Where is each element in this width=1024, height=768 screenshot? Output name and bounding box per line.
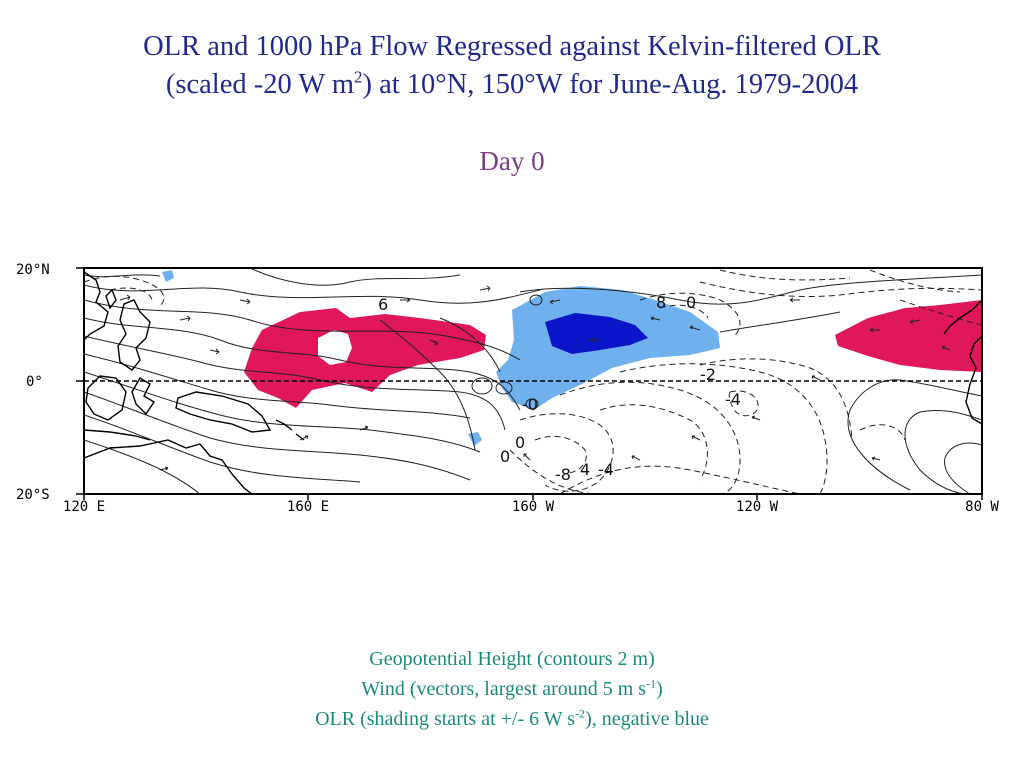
- coast-java: [84, 429, 151, 441]
- caption-line-3-sup: -2: [575, 706, 586, 721]
- coast-borneo: [85, 375, 127, 421]
- coast-central-america: [943, 299, 982, 335]
- caption-line-3: OLR (shading starts at +/- 6 W s-2), neg…: [0, 704, 1024, 734]
- contour-label-neg4: -4: [725, 390, 741, 409]
- coast-australia: [84, 439, 253, 494]
- contour-label-0-a: 0: [686, 293, 696, 312]
- lon-label-160e: 160 E: [287, 499, 329, 515]
- title-line-2-suffix: ) at 10°N, 150°W for June-Aug. 1979-2004: [362, 69, 859, 100]
- lon-label-80w: 80 W: [965, 499, 999, 515]
- coast-south-america: [965, 335, 982, 425]
- negative-olr-shading-dark: [545, 313, 648, 354]
- contour-label-0-b: 0: [500, 447, 510, 466]
- coast-sulawesi: [131, 377, 155, 416]
- coast-new-guinea: [175, 391, 272, 433]
- caption-line-2-sup: -1: [646, 676, 657, 691]
- contour-label-8: 8: [656, 293, 666, 312]
- title-line-2: (scaled -20 W m2) at 10°N, 150°W for Jun…: [0, 66, 1024, 104]
- wind-vectors: [119, 285, 951, 471]
- lat-label-eq: 0°: [26, 374, 43, 390]
- contour-label-6: 6: [378, 295, 388, 314]
- positive-height-contours: [84, 268, 982, 494]
- coast-taiwan: [105, 288, 117, 310]
- caption-line-2: Wind (vectors, largest around 5 m s-1): [0, 674, 1024, 704]
- title-line-1: OLR and 1000 hPa Flow Regressed against …: [143, 31, 881, 62]
- negative-olr-shading-small-north: [162, 270, 174, 282]
- caption-line-2-prefix: Wind (vectors, largest around 5 m s: [361, 678, 647, 700]
- caption-line-3-prefix: OLR (shading starts at +/- 6 W s: [315, 708, 576, 730]
- axis-ticks: [76, 267, 983, 500]
- contour-label-neg4-b: -4: [598, 460, 614, 479]
- coast-asia: [84, 271, 109, 341]
- coast-philippines: [117, 299, 151, 371]
- figure-caption: Geopotential Height (contours 2 m) Wind …: [0, 644, 1024, 734]
- contour-label-4: 4: [580, 460, 590, 479]
- positive-olr-shading-east: [835, 300, 982, 372]
- slide-title: OLR and 1000 hPa Flow Regressed against …: [0, 28, 1024, 104]
- caption-line-2-suffix: ): [656, 678, 663, 700]
- negative-height-contours: [84, 269, 982, 494]
- lon-label-120w: 120 W: [736, 499, 779, 515]
- caption-line-1: Geopotential Height (contours 2 m): [369, 648, 655, 670]
- negative-olr-shading-small-south: [468, 432, 482, 446]
- lon-label-160w: 160 W: [512, 499, 555, 515]
- contour-label-neg8: -8: [555, 465, 571, 484]
- day-label: Day 0: [479, 146, 545, 176]
- contour-label-neg0: -0: [522, 395, 538, 414]
- lon-label-120e: 120 E: [63, 499, 105, 515]
- title-line-2-prefix: (scaled -20 W m: [165, 69, 354, 100]
- regression-map: 6 8 0 -2 -4 -0 0 0 -8 4 -4 20°N 0° 20°S …: [0, 240, 1024, 530]
- title-line-2-sup: 2: [354, 67, 363, 87]
- coast-solomons: [275, 419, 305, 441]
- positive-olr-shading-west: [244, 308, 486, 408]
- contour-label-0-c: 0: [515, 433, 525, 452]
- coastlines: [84, 271, 982, 494]
- closed-contours: [471, 294, 543, 410]
- caption-line-3-suffix: ), negative blue: [585, 708, 709, 730]
- lat-label-20n: 20°N: [16, 262, 50, 278]
- contour-label-neg2: -2: [700, 365, 716, 384]
- positive-olr-hole: [318, 330, 352, 365]
- map-svg: 6 8 0 -2 -4 -0 0 0 -8 4 -4 20°N 0° 20°S …: [16, 262, 999, 515]
- lat-label-20s: 20°S: [16, 487, 50, 503]
